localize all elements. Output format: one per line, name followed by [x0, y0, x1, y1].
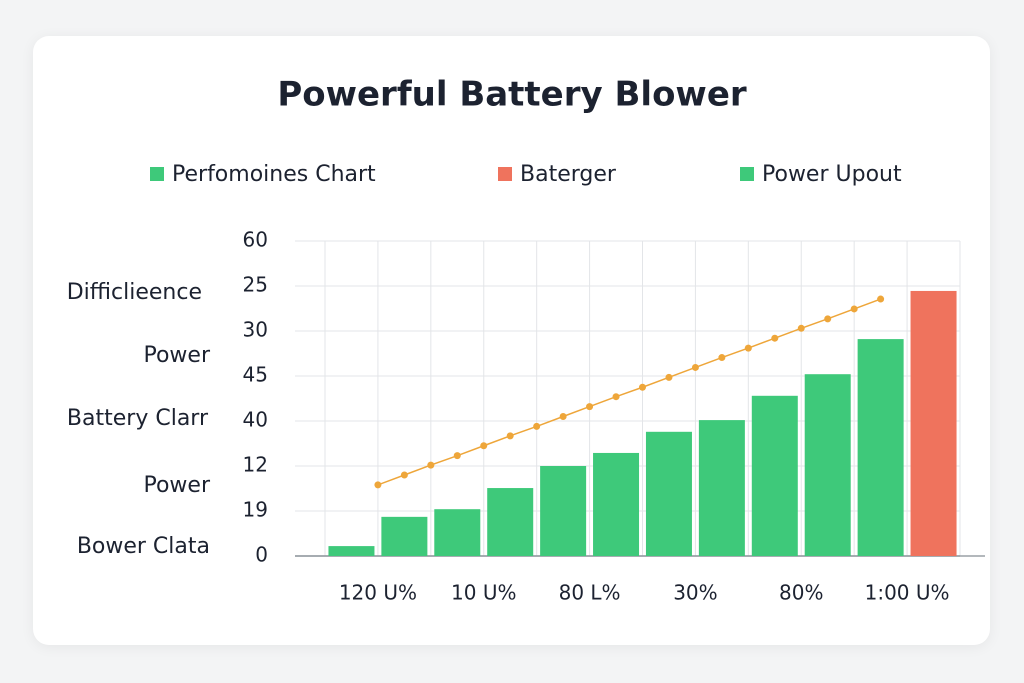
trend-point — [559, 413, 567, 420]
y-tick-label: 40 — [243, 408, 268, 432]
trend-point — [665, 373, 673, 381]
trend-point — [718, 354, 726, 362]
trend-point — [533, 422, 541, 430]
bar — [804, 374, 851, 556]
trend-point — [691, 363, 699, 371]
trend-point — [612, 393, 620, 401]
trend-point — [400, 471, 408, 479]
bar — [593, 452, 640, 556]
x-tick-label: 30% — [673, 581, 717, 605]
trend-point — [744, 344, 752, 352]
trend-point — [374, 481, 382, 489]
y-tick-label: 60 — [243, 228, 268, 252]
trend-point — [453, 452, 461, 460]
bar — [487, 488, 534, 556]
legend-label: Power Upout — [762, 162, 902, 187]
y-tick-label: 0 — [255, 543, 268, 567]
annotation: Power — [143, 343, 210, 368]
bar — [751, 395, 798, 556]
trend-point — [877, 295, 885, 303]
legend-swatch — [498, 167, 512, 181]
y-tick-label: 19 — [243, 498, 268, 522]
x-tick-label: 80 L% — [559, 581, 621, 605]
trend-point — [427, 461, 435, 469]
annotation: Bower Clata — [77, 534, 210, 559]
bar — [381, 516, 428, 556]
y-tick-label: 12 — [243, 453, 268, 477]
annotation: Difficlieence — [67, 280, 202, 305]
trend-point — [506, 432, 514, 440]
bar — [698, 420, 745, 556]
x-tick-label: 80% — [779, 581, 823, 605]
bar — [645, 431, 692, 556]
y-tick-label: 30 — [243, 318, 268, 342]
legend-swatch — [740, 167, 754, 181]
annotation: Battery Clarr — [67, 406, 209, 431]
bar — [910, 290, 957, 556]
trend-point — [639, 383, 646, 391]
y-tick-label: 45 — [243, 363, 268, 387]
x-tick-label: 120 U% — [339, 581, 417, 605]
trend-point — [797, 324, 805, 332]
bar — [857, 339, 904, 556]
legend-label: Perfomoines Chart — [172, 162, 376, 187]
legend-swatch — [150, 167, 164, 181]
trend-point — [824, 315, 832, 323]
trend-point — [586, 403, 594, 411]
bar — [434, 509, 481, 556]
y-tick-label: 25 — [243, 273, 268, 297]
bar — [328, 546, 375, 556]
annotation: Power — [143, 473, 210, 498]
trend-point — [480, 442, 488, 450]
trend-line — [377, 298, 881, 486]
x-tick-label: 1:00 U% — [865, 581, 950, 605]
bar — [540, 466, 587, 556]
chart-title: Powerful Battery Blower — [277, 75, 747, 115]
trend-point — [771, 334, 779, 342]
trend-point — [850, 305, 858, 313]
legend-label: Baterger — [520, 162, 617, 187]
x-tick-label: 10 U% — [451, 581, 516, 605]
